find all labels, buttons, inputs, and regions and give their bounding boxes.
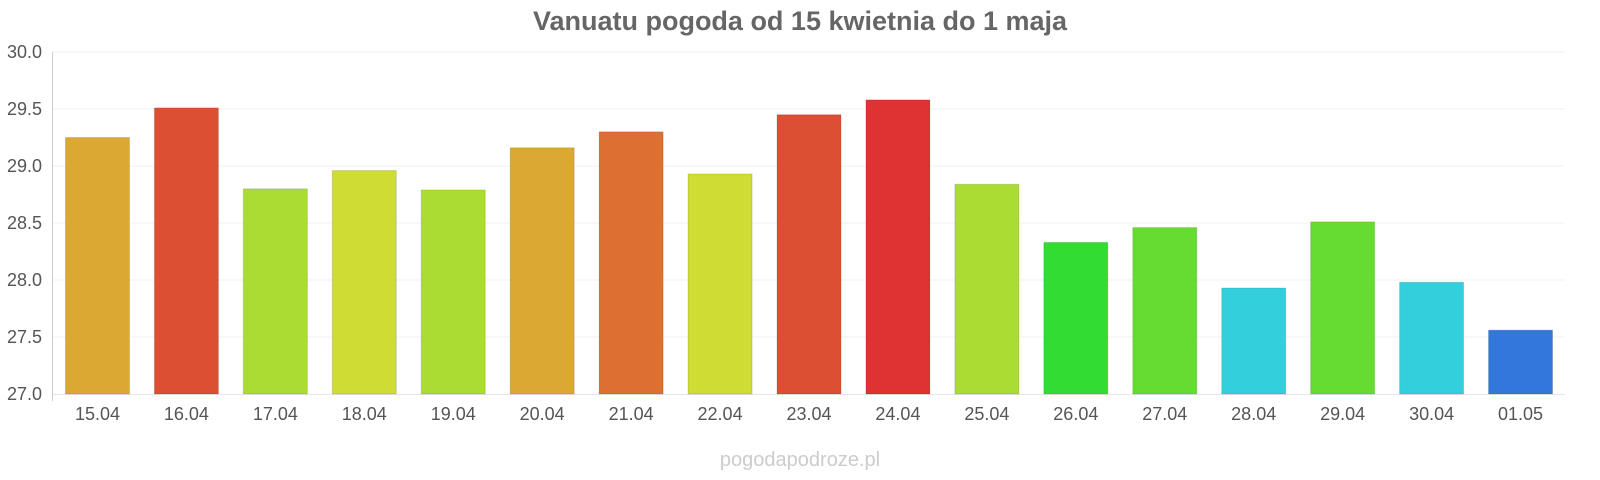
x-tick-label: 01.05	[1498, 404, 1543, 424]
x-tick-label: 29.04	[1320, 404, 1365, 424]
bar-28.04	[1221, 287, 1287, 395]
x-tick-label: 16.04	[164, 404, 209, 424]
bar-25.04	[954, 183, 1020, 395]
bar-27.04	[1132, 227, 1198, 395]
bar-16.04	[153, 107, 219, 395]
y-tick-label: 29.0	[7, 156, 42, 176]
bar-20.04	[509, 147, 575, 395]
bar-01.05	[1488, 329, 1554, 395]
bar-29.04	[1310, 221, 1376, 395]
x-tick-label: 21.04	[609, 404, 654, 424]
x-tick-label: 19.04	[431, 404, 476, 424]
y-tick-label: 27.5	[7, 327, 42, 347]
x-tick-label: 26.04	[1053, 404, 1098, 424]
bar-23.04	[776, 114, 842, 395]
bars	[64, 99, 1554, 395]
axes	[52, 52, 1565, 401]
bar-15.04	[64, 137, 130, 395]
site-watermark: pogodapodroze.pl	[719, 449, 881, 471]
chart-title: Vanuatu pogoda od 15 kwietnia do 1 maja	[532, 6, 1068, 36]
x-tick-label: 17.04	[253, 404, 298, 424]
y-axis-tick-labels: 27.0 27.5 28.0 28.5 29.0 29.5 30.0	[7, 42, 42, 404]
bar-26.04	[1043, 241, 1109, 395]
bar-21.04	[598, 131, 664, 395]
bar-24.04	[865, 99, 931, 395]
y-tick-label: 29.5	[7, 99, 42, 119]
y-tick-label: 28.5	[7, 213, 42, 233]
x-tick-label: 25.04	[964, 404, 1009, 424]
x-tick-label: 27.04	[1142, 404, 1187, 424]
x-tick-label: 24.04	[875, 404, 920, 424]
x-tick-label: 20.04	[520, 404, 565, 424]
x-tick-label: 28.04	[1231, 404, 1276, 424]
y-tick-label: 28.0	[7, 270, 42, 290]
x-tick-label: 30.04	[1409, 404, 1454, 424]
bar-19.04	[420, 189, 486, 395]
x-axis-tick-labels: 15.04 16.04 17.04 18.04 19.04 20.04 21.04 22.04…	[75, 404, 1543, 424]
y-tick-label: 27.0	[7, 384, 42, 404]
bar-18.04	[331, 170, 397, 395]
y-tick-label: 30.0	[7, 42, 42, 62]
x-tick-label: 15.04	[75, 404, 120, 424]
x-tick-label: 22.04	[698, 404, 743, 424]
x-tick-label: 18.04	[342, 404, 387, 424]
bar-17.04	[242, 188, 308, 395]
bar-22.04	[687, 173, 753, 395]
bar-30.04	[1399, 281, 1465, 395]
x-tick-label: 23.04	[786, 404, 831, 424]
